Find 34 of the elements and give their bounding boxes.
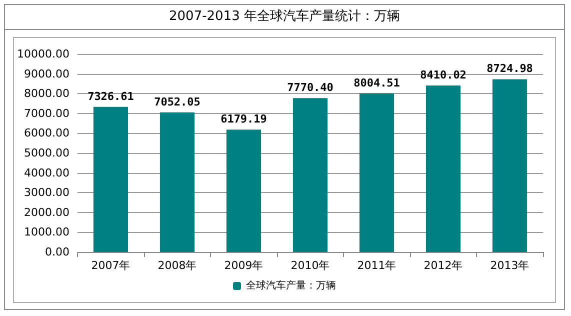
y-tick-label: 2000.00 <box>24 206 70 219</box>
data-label: 7052.05 <box>154 95 200 108</box>
y-tick-label: 1000.00 <box>24 226 70 239</box>
x-tick-label: 2011年 <box>357 259 396 272</box>
y-tick-label: 7000.00 <box>24 106 70 120</box>
y-tick-label: 5000.00 <box>24 146 70 160</box>
bar <box>359 94 394 252</box>
x-tick-label: 2013年 <box>490 259 530 272</box>
x-tick-label: 2008年 <box>158 259 197 272</box>
x-tick-label: 2010年 <box>290 259 330 272</box>
data-label: 7770.40 <box>287 81 334 94</box>
y-tick-label: 0.00 <box>44 246 70 258</box>
data-label: 8410.02 <box>420 68 466 82</box>
y-tick-label: 6000.00 <box>24 126 70 140</box>
bar <box>426 85 461 252</box>
y-tick-label: 3000.00 <box>24 186 70 200</box>
bar <box>292 98 328 252</box>
bar <box>226 130 262 252</box>
bar <box>492 79 528 252</box>
data-label: 6179.19 <box>220 112 267 126</box>
x-tick-label: 2007年 <box>91 259 130 272</box>
y-tick-label: 8000.00 <box>24 87 70 100</box>
bar <box>93 106 128 252</box>
data-label: 7326.61 <box>88 90 134 103</box>
y-tick-label: 4000.00 <box>24 166 70 180</box>
legend-label: 全球汽车产量：万辆 <box>246 280 336 292</box>
x-tick-label: 2009年 <box>224 259 264 272</box>
data-label: 8724.98 <box>486 62 533 76</box>
data-label: 8004.51 <box>354 76 400 90</box>
y-tick-label: 10000.00 <box>16 48 70 60</box>
y-tick-label: 9000.00 <box>24 67 70 80</box>
chart-title: 2007-2013 年全球汽车产量统计：万辆 <box>5 5 564 30</box>
bar <box>160 112 195 252</box>
x-tick-label: 2012年 <box>424 259 463 272</box>
